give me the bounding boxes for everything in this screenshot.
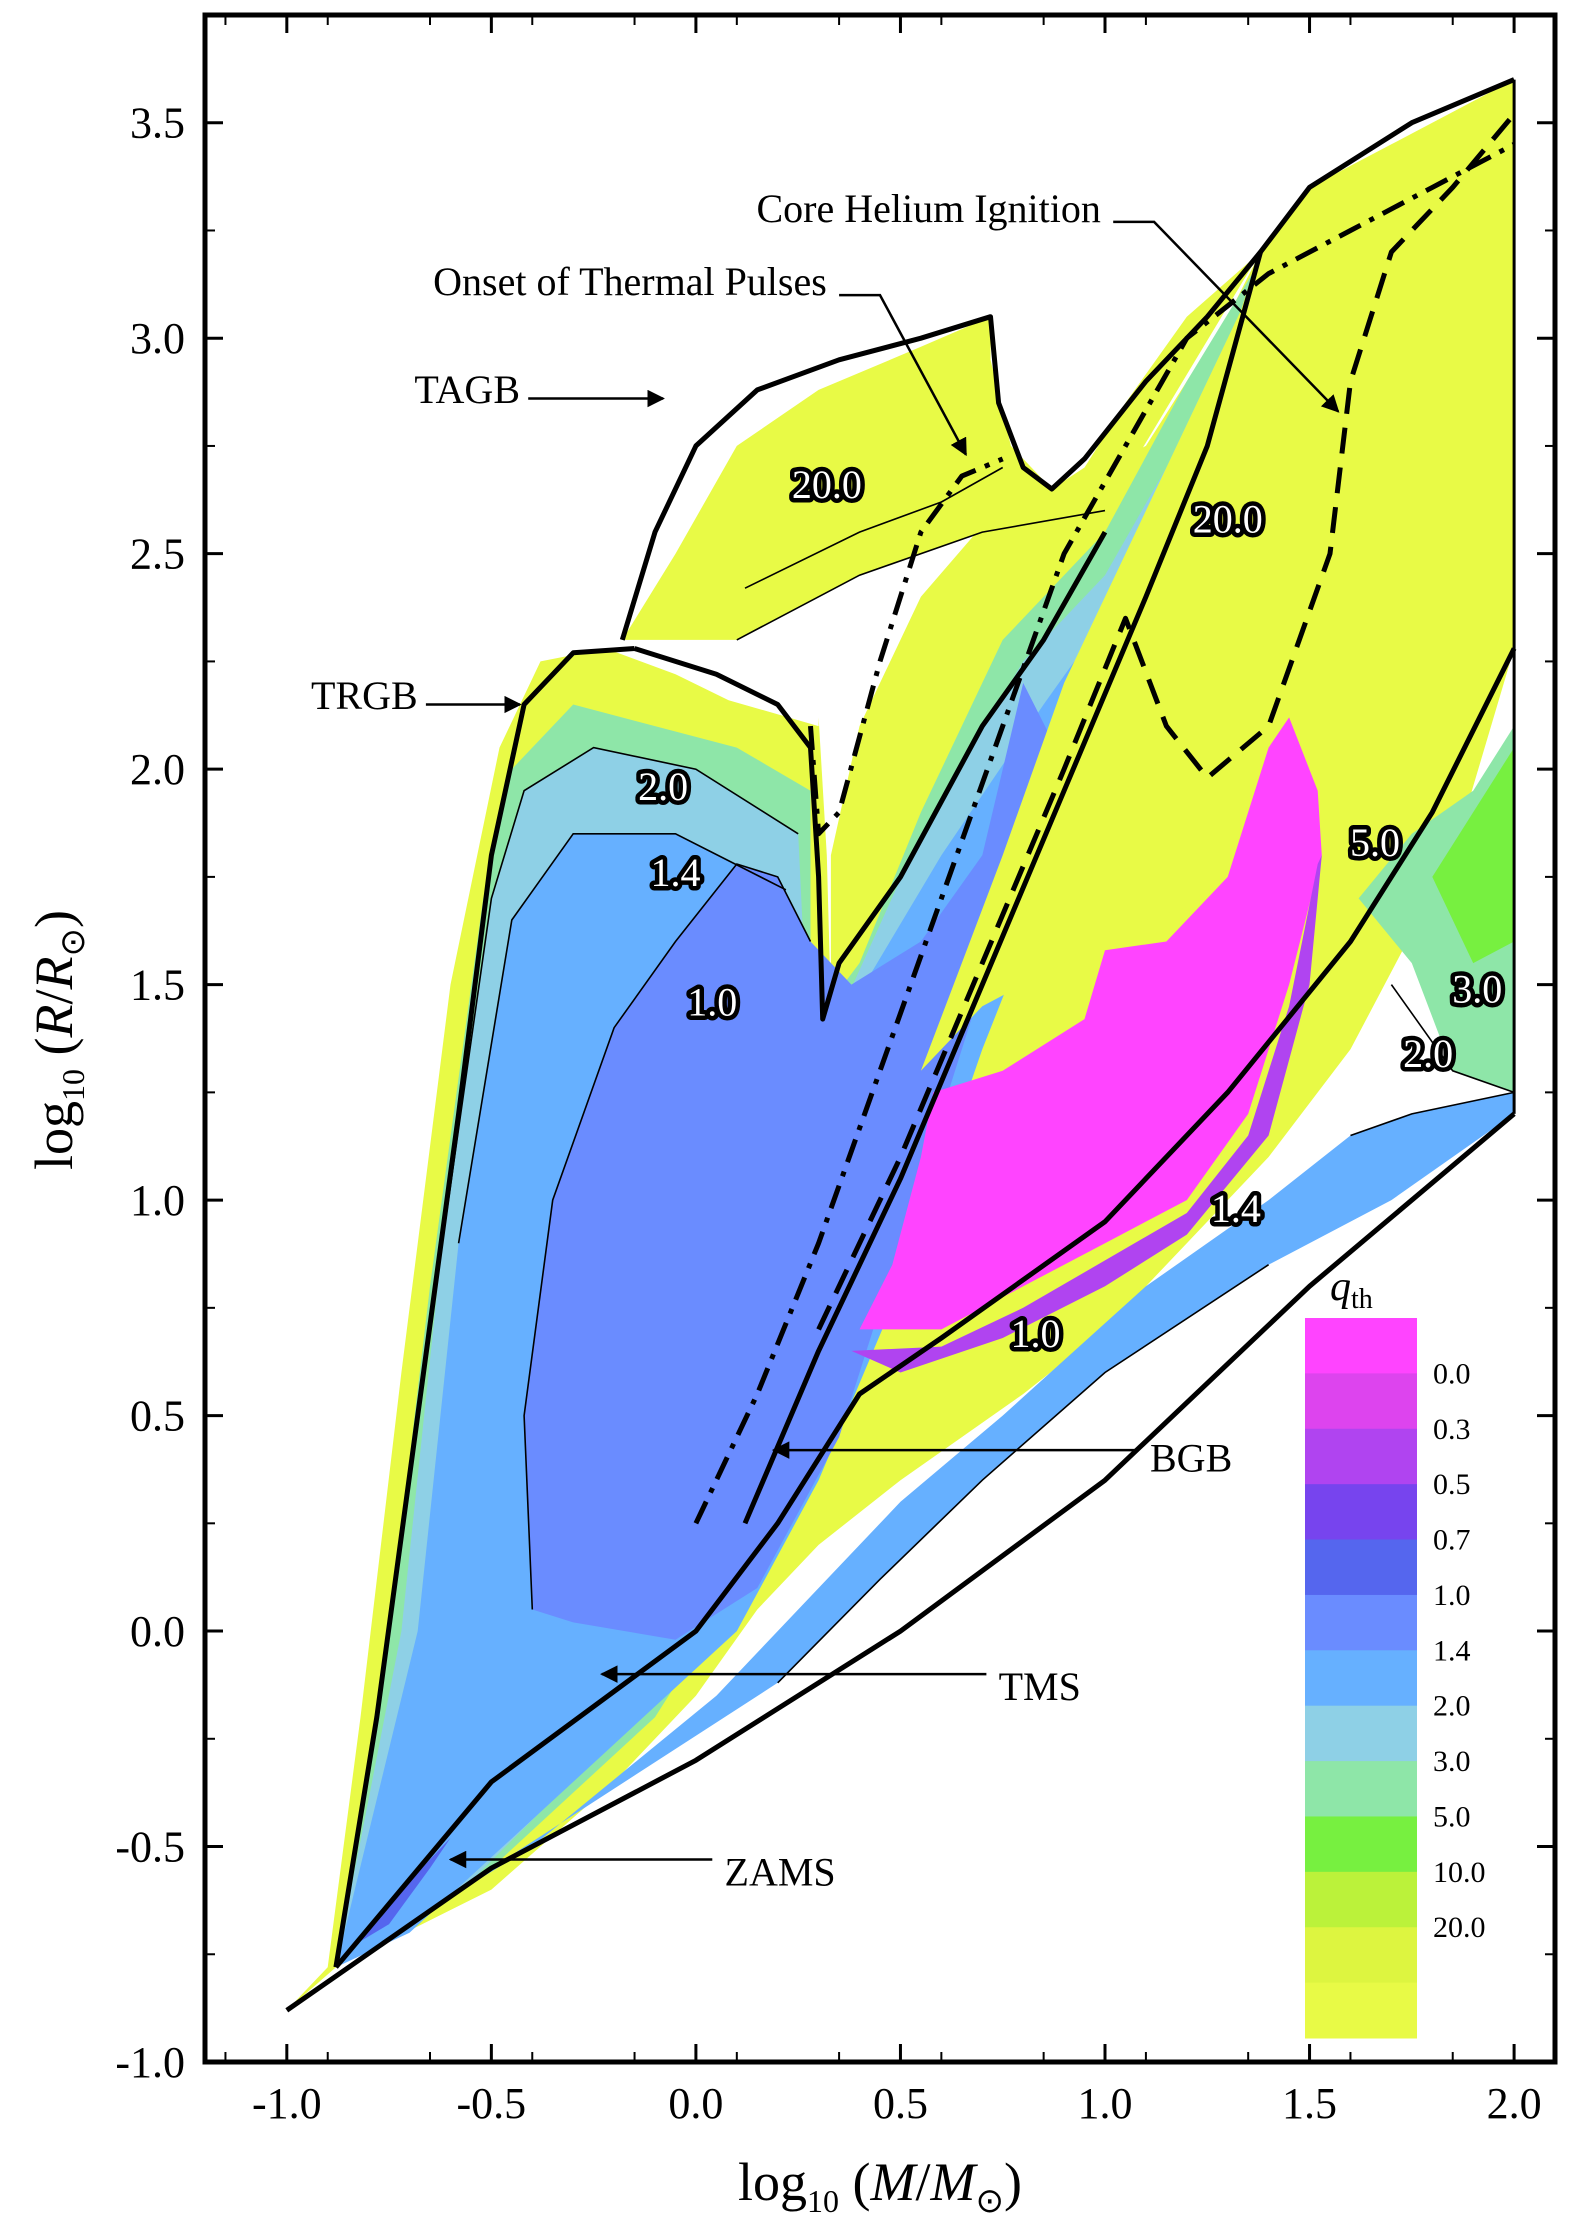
core-helium-ignition-line <box>816 112 1517 1331</box>
y-tick-label: -0.5 <box>115 1823 185 1872</box>
zams-line <box>285 1111 1516 2013</box>
x-axis-label: log10 (M/M⊙) <box>738 2152 1022 2220</box>
left-envelope <box>333 646 635 1968</box>
label-1-4-left: 1.4 <box>650 850 700 895</box>
contour-1.0-inner <box>523 863 812 1610</box>
x-tick-label: 0.5 <box>873 2079 928 2128</box>
colorbar-label: 2.0 <box>1433 1690 1471 1723</box>
right-bright-green <box>1432 747 1515 964</box>
contour-right-2 <box>1390 984 1515 1094</box>
colorbar: qth 0.0 0.3 0.5 0.7 1.0 1.4 2.0 3.0 5.0 10.0 20.0 <box>1305 1264 1486 2039</box>
annotation-trgb: TRGB <box>311 673 418 718</box>
filled-regions <box>286 79 1515 2011</box>
annotation-core-helium-ignition: Core Helium Ignition <box>757 186 1101 231</box>
colorbar-swatch <box>1305 1705 1417 1762</box>
annotation-core-helium-ignition-arrow <box>1113 220 1340 413</box>
label-1-4-right: 1.4 <box>1211 1186 1261 1231</box>
colorbar-label: 5.0 <box>1433 1800 1471 1833</box>
contour-2.0 <box>441 746 799 1244</box>
label-20-left: 20.0 <box>792 462 862 507</box>
colorbar-label: 0.0 <box>1433 1357 1471 1390</box>
colorbar-swatch <box>1305 1484 1417 1541</box>
magenta-core <box>859 717 1322 1330</box>
low-left-purple <box>360 1837 451 1942</box>
annotations: Core Helium Ignition Onset of Thermal Pul… <box>311 186 1340 1894</box>
colorbar-swatch <box>1305 1650 1417 1707</box>
y-tick-label: 3.5 <box>130 99 185 148</box>
annotation-onset-thermal-pulses-arrow <box>839 293 968 457</box>
colorbar-label: 1.0 <box>1433 1579 1471 1612</box>
x-tick-label: 2.0 <box>1487 2079 1542 2128</box>
x-tick-label: -1.0 <box>252 2079 322 2128</box>
y-tick-label: 3.0 <box>130 314 185 363</box>
label-3-0: 3.0 <box>1452 966 1502 1011</box>
annotation-zams: ZAMS <box>725 1849 836 1894</box>
y-tick-label: 0.0 <box>130 1607 185 1656</box>
bgb-line <box>742 251 1263 1525</box>
y-axis-label: log10 (R/R⊙) <box>24 910 92 1170</box>
blue-1.0 <box>524 683 1056 1640</box>
trgb-line <box>633 530 1108 1022</box>
colorbar-label: 0.7 <box>1433 1524 1471 1557</box>
y-tick-label: -1.0 <box>115 2038 185 2087</box>
colorbar-swatch <box>1305 1761 1417 1817</box>
colorbar-swatch <box>1305 1318 1417 1374</box>
y-tick-label: 2.0 <box>130 745 185 794</box>
thermal-pulses-left-line <box>808 456 1004 837</box>
tms-line <box>333 647 1517 1969</box>
y-axis-ticks: -1.0 -0.5 0.0 0.5 1.0 1.5 2.0 2.5 3.0 3.5 <box>115 99 1555 2087</box>
colorbar-title: qth <box>1330 1264 1373 1315</box>
contour-lines <box>441 466 1515 1684</box>
label-5-0: 5.0 <box>1350 820 1400 865</box>
colorbar-label: 3.0 <box>1433 1745 1471 1778</box>
x-tick-label: 1.0 <box>1078 2079 1133 2128</box>
lower-right-blue <box>335 1092 1515 1968</box>
colorbar-swatch <box>1305 1927 1417 1984</box>
x-axis-ticks: -1.0 -0.5 0.0 0.5 1.0 1.5 2.0 <box>224 15 1542 2128</box>
annotation-tagb: TAGB <box>414 367 520 412</box>
colorbar-swatch <box>1305 1982 1417 2039</box>
colorbar-swatch <box>1305 1539 1417 1596</box>
colorbar-swatch <box>1305 1373 1417 1430</box>
colorbar-labels: 0.0 0.3 0.5 0.7 1.0 1.4 2.0 3.0 5.0 10.0 20.0 <box>1433 1357 1486 1944</box>
y-tick-label: 1.5 <box>130 961 185 1010</box>
colorbar-label: 0.5 <box>1433 1468 1471 1501</box>
y-tick-label: 1.0 <box>130 1176 185 1225</box>
contour-labels: 20.0 20.0 2.0 1.4 1.0 5.0 3.0 2.0 1.4 1.0 <box>634 458 1507 1361</box>
colorbar-swatch <box>1305 1428 1417 1485</box>
tagb-line <box>619 77 1516 641</box>
colorbar-label: 20.0 <box>1433 1911 1486 1944</box>
plot-frame <box>202 12 1558 2065</box>
x-tick-label: -0.5 <box>457 2079 527 2128</box>
y-tick-label: 0.5 <box>130 1392 185 1441</box>
central-yellow <box>920 295 1371 1071</box>
x-tick-label: 0.0 <box>668 2079 723 2128</box>
annotation-onset-thermal-pulses: Onset of Thermal Pulses <box>433 259 827 304</box>
colorbar-swatch <box>1305 1871 1417 1928</box>
thermal-pulses-line <box>693 142 1516 1525</box>
contour-lower-1 <box>777 1264 1270 1684</box>
upper-band-yellow <box>622 252 1261 640</box>
colorbar-swatches <box>1305 1318 1417 2039</box>
annotation-tms: TMS <box>999 1664 1081 1709</box>
label-2-0-right: 2.0 <box>1403 1031 1453 1076</box>
label-1-0-left: 1.0 <box>687 979 737 1024</box>
contour-1.4 <box>457 832 787 1244</box>
boundary-lines <box>285 77 1517 2013</box>
colorbar-label: 10.0 <box>1433 1856 1486 1889</box>
label-1-0-right: 1.0 <box>1010 1311 1060 1356</box>
colorbar-swatch <box>1305 1816 1417 1873</box>
colorbar-swatch <box>1305 1594 1417 1651</box>
colorbar-label: 0.3 <box>1433 1413 1471 1446</box>
colorbar-label: 1.4 <box>1433 1634 1471 1667</box>
y-tick-label: 2.5 <box>130 530 185 579</box>
x-tick-label: 1.5 <box>1282 2079 1337 2128</box>
contour-upper-1 <box>736 509 1106 641</box>
label-2-left: 2.0 <box>638 764 688 809</box>
label-20-right: 20.0 <box>1193 497 1263 542</box>
annotation-bgb: BGB <box>1150 1436 1232 1481</box>
contour-right-1 <box>1350 1091 1515 1137</box>
contour-upper-2 <box>744 466 1004 589</box>
